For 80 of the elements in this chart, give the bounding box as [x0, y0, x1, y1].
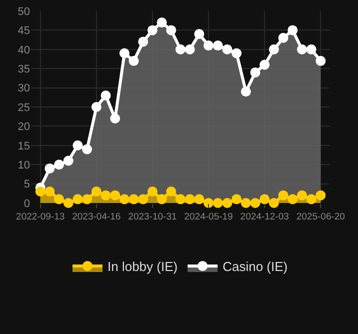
point [91, 186, 102, 196]
x-tick-label: 2024-12-03 [240, 211, 289, 222]
x-tick-label: 2022-09-13 [16, 211, 65, 222]
point [110, 190, 120, 200]
point [184, 194, 195, 204]
point [54, 194, 64, 204]
point [212, 40, 223, 51]
point [82, 144, 92, 154]
point [316, 56, 326, 66]
y-tick-label: 25 [18, 102, 30, 114]
point [72, 194, 83, 204]
y-tick-label: 0 [24, 198, 30, 210]
point [306, 194, 316, 204]
point [222, 44, 232, 54]
point [176, 44, 186, 54]
point [316, 190, 326, 200]
point [91, 102, 102, 112]
point [100, 190, 111, 200]
point [204, 40, 214, 51]
point [119, 48, 130, 58]
y-tick-label: 40 [18, 44, 30, 56]
point [232, 194, 242, 204]
point [128, 56, 139, 66]
point [240, 198, 251, 208]
y-tick-label: 15 [18, 140, 30, 152]
point [260, 194, 270, 204]
point [128, 194, 139, 204]
y-tick-label: 5 [24, 178, 30, 191]
x-tick-label: 2024-05-19 [184, 211, 233, 222]
point [138, 36, 148, 47]
point [166, 186, 176, 196]
y-tick-label: 35 [18, 63, 30, 76]
point [82, 194, 92, 204]
point [147, 186, 158, 196]
point [268, 198, 279, 208]
point [288, 25, 298, 36]
legend-label: In lobby (IE) [108, 259, 178, 274]
point [250, 67, 260, 78]
point [184, 44, 195, 54]
point [63, 198, 74, 208]
point [260, 60, 270, 70]
x-tick-label: 2023-04-16 [72, 211, 121, 222]
point [296, 190, 307, 200]
point [54, 160, 64, 170]
point [278, 190, 288, 200]
point [306, 44, 316, 54]
point [138, 194, 148, 204]
x-tick-label: 2023-10-31 [128, 211, 177, 222]
point [194, 194, 204, 204]
y-tick-label: 50 [18, 6, 30, 18]
point [278, 32, 288, 43]
point [288, 194, 298, 204]
point [119, 194, 130, 204]
point [268, 44, 279, 54]
point [176, 194, 186, 204]
point [147, 25, 158, 36]
point [204, 198, 214, 208]
point [35, 186, 46, 196]
y-tick-label: 45 [18, 25, 30, 38]
point [296, 44, 307, 54]
point [166, 25, 176, 36]
point [44, 163, 55, 174]
y-tick-label: 10 [18, 159, 30, 172]
point [250, 198, 260, 208]
point [110, 114, 120, 124]
point [222, 198, 232, 208]
y-tick-label: 20 [18, 121, 30, 134]
point [212, 198, 223, 208]
point [63, 156, 74, 166]
point [232, 48, 242, 58]
point [100, 90, 111, 100]
point [44, 186, 55, 196]
y-tick-label: 30 [18, 82, 30, 95]
point [240, 86, 251, 97]
point [72, 140, 83, 150]
point [156, 18, 167, 28]
point [194, 29, 204, 40]
point [156, 194, 167, 204]
legend-label: Casino (IE) [222, 259, 288, 274]
x-tick-label: 2025-06-20 [296, 211, 345, 222]
